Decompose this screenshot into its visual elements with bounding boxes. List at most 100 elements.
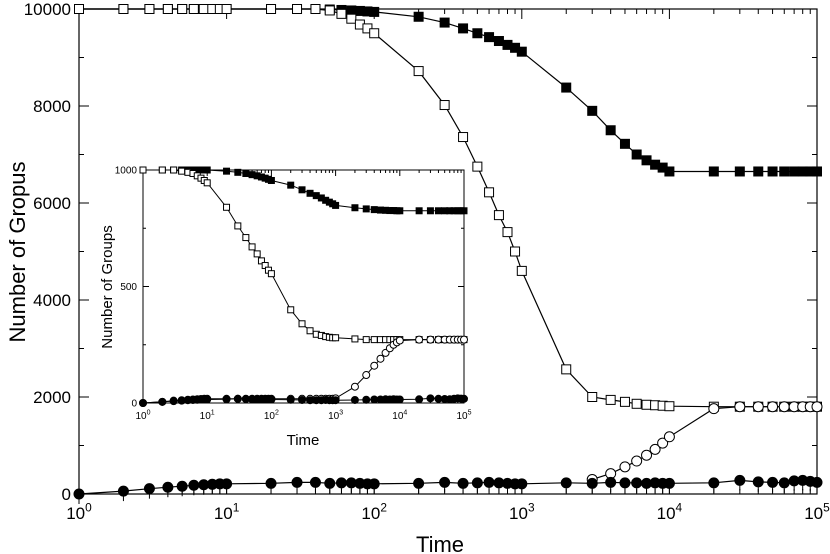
main-point-filled-circle <box>586 477 598 489</box>
inset-point-filled-circle <box>460 394 468 403</box>
inset-y-axis-label: Number of Groups <box>99 225 116 348</box>
inset-point-open-square <box>257 257 265 265</box>
main-point-open-square <box>144 4 155 14</box>
inset-point-open-circle <box>426 335 435 344</box>
main-point-filled-square <box>472 28 483 39</box>
inset-point-filled-circle <box>415 395 424 404</box>
main-point-open-circle <box>663 431 675 443</box>
main-point-filled-circle <box>516 478 528 490</box>
main-point-filled-circle <box>457 477 469 489</box>
main-point-open-square <box>346 13 357 24</box>
main-point-filled-circle <box>734 474 746 486</box>
inset-point-open-square <box>332 334 340 342</box>
main-point-filled-square <box>753 166 764 177</box>
inset-point-filled-square <box>396 207 404 215</box>
main-point-filled-circle <box>439 476 451 488</box>
inset-point-filled-circle <box>395 395 404 404</box>
main-point-open-circle <box>811 401 823 413</box>
inset-point-filled-circle <box>362 395 371 404</box>
inset-point-open-square <box>242 234 250 242</box>
main-point-filled-square <box>493 36 504 47</box>
main-point-filled-square <box>734 166 745 177</box>
inset-point-open-square <box>248 243 256 251</box>
main-y-axis-label: Number of Gropus <box>5 162 30 343</box>
inset-point-open-square <box>362 336 370 344</box>
main-point-open-square <box>221 4 232 14</box>
main-point-open-circle <box>649 443 661 455</box>
main-point-open-square <box>458 132 469 143</box>
main-point-filled-circle <box>708 477 720 489</box>
main-point-filled-circle <box>631 477 643 489</box>
inset-point-filled-square <box>362 205 370 213</box>
main-point-open-circle <box>619 461 631 473</box>
inset-point-filled-square <box>306 189 314 197</box>
main-point-open-square <box>631 398 642 409</box>
main-point-filled-circle <box>162 481 174 493</box>
main-point-open-square <box>493 210 504 221</box>
main-x-tick-label: 102 <box>361 500 387 523</box>
main-point-open-square <box>292 4 303 14</box>
main-point-open-circle <box>778 401 790 413</box>
main-point-open-circle <box>708 403 720 415</box>
main-point-filled-circle <box>413 477 425 489</box>
main-point-filled-square <box>516 46 527 57</box>
inset-point-open-circle <box>362 371 371 380</box>
main-point-open-square <box>587 392 598 402</box>
inset-point-filled-square <box>370 206 378 214</box>
inset-point-open-square <box>158 166 166 174</box>
main-point-open-circle <box>641 449 653 461</box>
inset-point-filled-square <box>426 207 434 215</box>
main-point-open-square <box>369 28 380 39</box>
inset-point-filled-square <box>267 176 275 184</box>
main-point-filled-square <box>484 32 495 43</box>
inset-point-open-circle <box>460 335 468 344</box>
main-point-open-square <box>198 4 209 14</box>
main-point-filled-square <box>561 82 572 93</box>
main-point-open-square <box>664 401 675 412</box>
inset-point-open-square <box>170 166 178 174</box>
main-point-filled-square <box>369 6 380 17</box>
inset-point-open-square <box>306 327 314 335</box>
main-point-filled-circle <box>368 478 380 490</box>
main-y-tick-label: 0 <box>62 485 71 504</box>
inset-point-open-square <box>267 270 275 278</box>
inset-point-filled-circle <box>331 396 340 405</box>
main-point-filled-square <box>708 166 719 177</box>
main-x-tick-label: 101 <box>214 500 240 523</box>
main-point-filled-square <box>413 11 424 22</box>
inset-point-filled-circle <box>203 395 212 404</box>
main-point-open-square <box>324 5 335 16</box>
inset-point-filled-circle <box>426 394 435 403</box>
main-point-open-square <box>510 246 521 257</box>
inset-x-axis-label: Time <box>287 432 320 449</box>
main-point-open-circle <box>631 455 643 467</box>
inset-point-filled-circle <box>233 394 242 403</box>
main-point-filled-circle <box>324 477 336 489</box>
main-x-tick-label: 105 <box>804 500 830 523</box>
inset-point-open-square <box>234 222 242 230</box>
main-point-open-square <box>502 227 513 238</box>
inset-plot-frame <box>142 169 465 404</box>
main-y-tick-label: 4000 <box>33 291 71 310</box>
main-point-open-square <box>484 187 495 198</box>
main-point-filled-square <box>631 149 642 160</box>
main-x-tick-label: 103 <box>509 500 535 523</box>
main-point-open-circle <box>657 437 669 449</box>
inset-point-filled-square <box>460 207 468 215</box>
inset-point-filled-square <box>415 207 423 215</box>
inset-y-tick-label: 1000 <box>115 166 138 177</box>
main-point-filled-circle <box>483 476 495 488</box>
main-point-filled-square <box>458 23 469 34</box>
inset-point-open-square <box>223 203 231 211</box>
inset-y-tick-label: 0 <box>131 399 137 410</box>
inset-series-filled-circle <box>139 394 468 407</box>
main-point-open-square <box>177 4 188 14</box>
main-point-filled-square <box>767 166 778 177</box>
inset-point-filled-circle <box>139 399 147 407</box>
main-point-open-square <box>266 4 277 14</box>
main-point-filled-circle <box>188 479 200 491</box>
inset-point-open-square <box>178 167 186 175</box>
main-point-filled-circle <box>265 477 277 489</box>
main-point-filled-circle <box>143 483 155 495</box>
